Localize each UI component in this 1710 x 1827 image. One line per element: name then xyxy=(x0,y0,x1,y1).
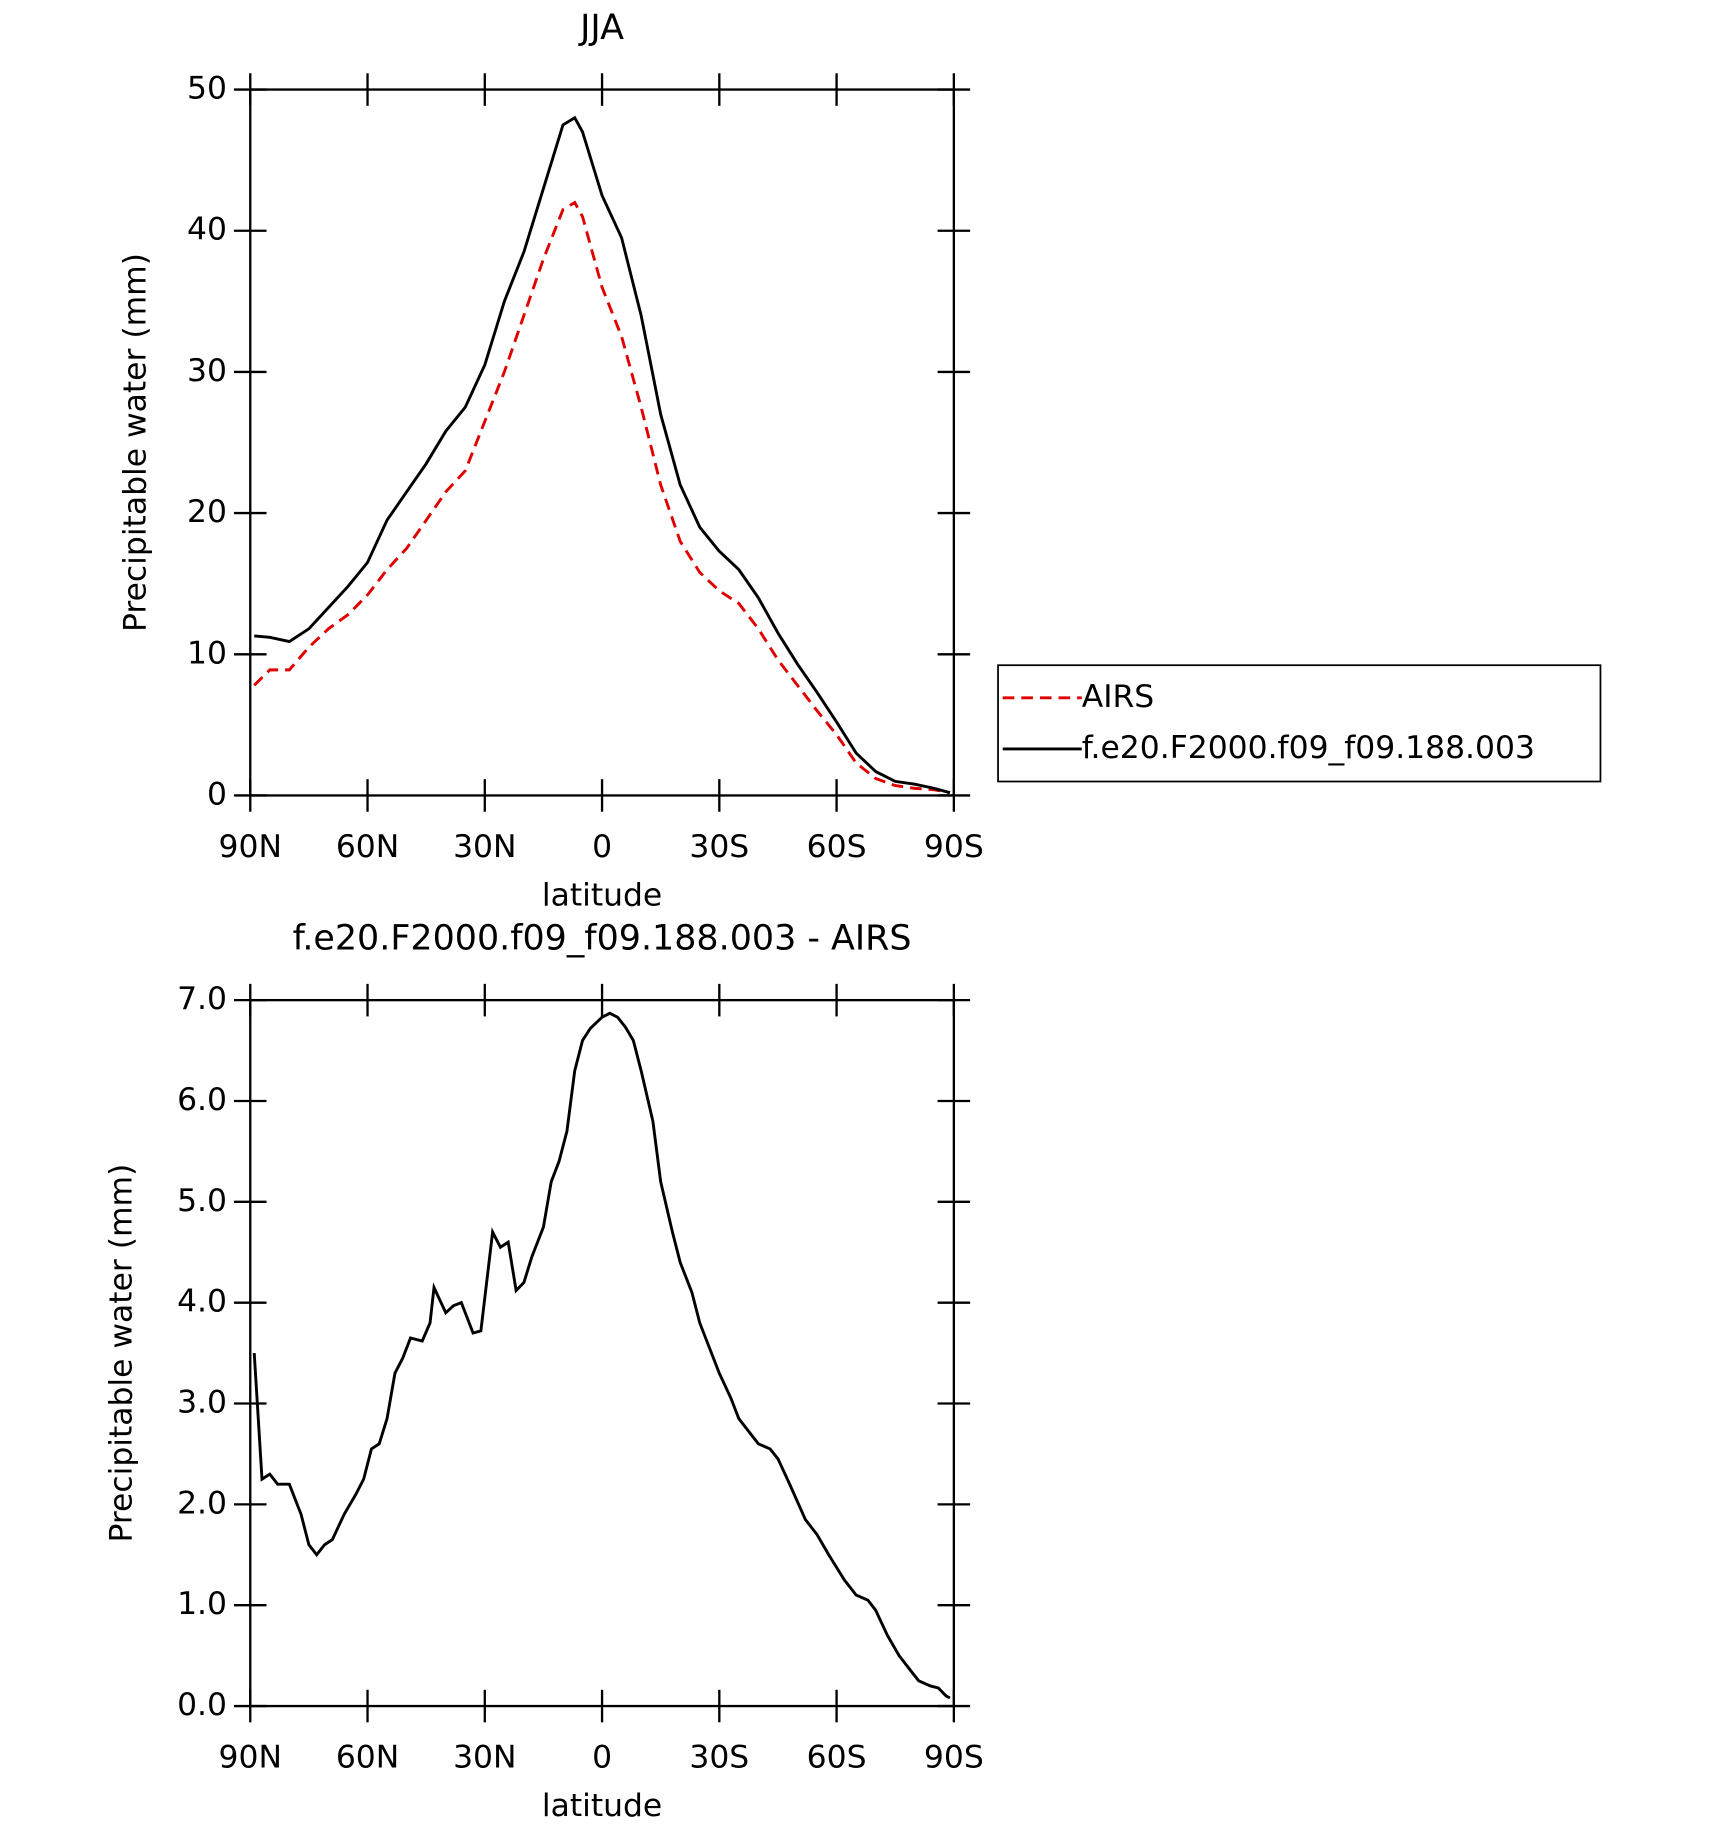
data-line xyxy=(253,200,951,795)
y-tick-label: 20 xyxy=(187,494,227,530)
x-tick-label: 30S xyxy=(689,1739,749,1775)
x-tick-label: 60N xyxy=(336,829,399,865)
y-axis-label: Precipitable water (mm) xyxy=(117,253,153,632)
y-tick-label: 40 xyxy=(187,212,227,248)
y-tick-label: 0.0 xyxy=(177,1687,227,1723)
x-tick-label: 60S xyxy=(807,1739,867,1775)
legend-label: f.e20.F2000.f09_f09.188.003 xyxy=(1082,730,1535,766)
data-line xyxy=(254,115,951,795)
y-tick-label: 6.0 xyxy=(177,1082,227,1118)
x-tick-label: 0 xyxy=(592,1739,612,1775)
x-tick-label: 90S xyxy=(924,1739,984,1775)
plot-frame xyxy=(249,998,956,1708)
y-tick-label: 2.0 xyxy=(177,1485,227,1521)
y-tick-label: 5.0 xyxy=(177,1183,227,1219)
x-axis-label: latitude xyxy=(542,878,662,914)
x-tick-label: 0 xyxy=(592,829,612,865)
chart-title: f.e20.F2000.f09_f09.188.003 - AIRS xyxy=(293,919,912,959)
x-axis-label: latitude xyxy=(542,1788,662,1824)
x-tick-label: 60S xyxy=(807,829,867,865)
x-tick-label: 90S xyxy=(924,829,984,865)
x-tick-label: 30N xyxy=(453,829,516,865)
y-tick-label: 7.0 xyxy=(177,981,227,1017)
x-tick-label: 30N xyxy=(453,1739,516,1775)
x-tick-label: 30S xyxy=(689,829,749,865)
x-tick-label: 90N xyxy=(219,829,282,865)
x-tick-label: 90N xyxy=(219,1739,282,1775)
y-tick-label: 1.0 xyxy=(177,1586,227,1622)
legend-label: AIRS xyxy=(1082,679,1154,715)
y-tick-label: 0 xyxy=(207,776,227,812)
y-tick-label: 4.0 xyxy=(177,1284,227,1320)
data-line xyxy=(252,1011,951,1700)
x-tick-label: 60N xyxy=(336,1739,399,1775)
legend-box xyxy=(997,664,1602,783)
y-axis-label: Precipitable water (mm) xyxy=(103,1164,139,1543)
y-tick-label: 50 xyxy=(187,71,227,107)
y-tick-label: 10 xyxy=(187,635,227,671)
chart-title: JJA xyxy=(578,8,624,48)
y-tick-label: 3.0 xyxy=(177,1385,227,1421)
y-tick-label: 30 xyxy=(187,353,227,389)
